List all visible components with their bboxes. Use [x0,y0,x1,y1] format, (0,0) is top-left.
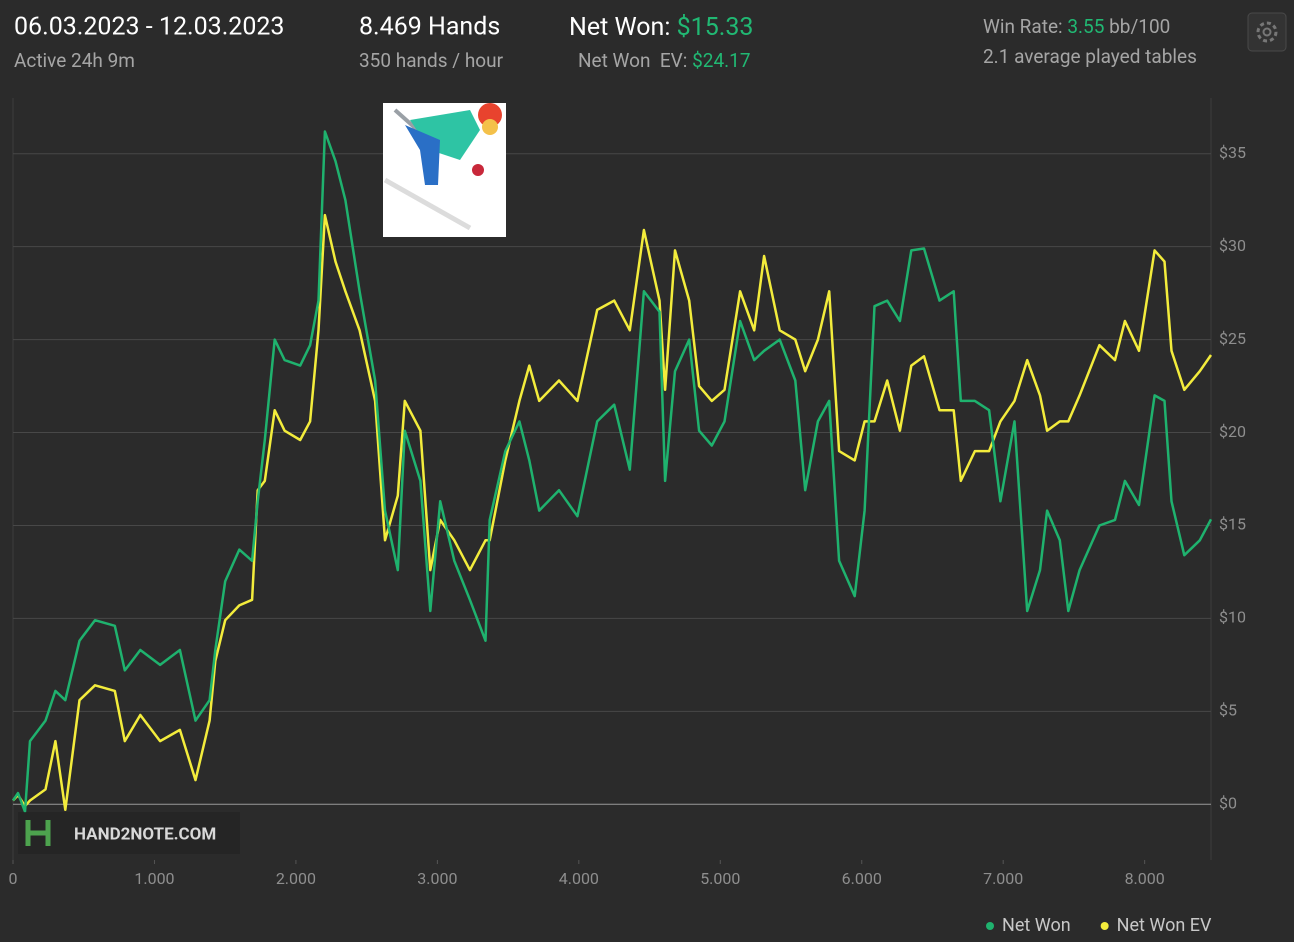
legend-marker [1100,922,1109,930]
lines [11,130,1213,813]
y-tick-label: $5 [1219,701,1237,720]
x-tick-label: 0 [9,869,18,888]
settings-frame[interactable] [1247,12,1287,52]
hands-per-hour: 350 hands / hour [359,49,504,72]
active-time: Active 24h 9m [14,49,135,72]
net-won-ev-value: $24.17 [692,49,750,72]
hands: 8.469 Hands [359,13,500,42]
x-tick-label: 5.000 [700,869,740,888]
tables: 2.1 average played tables [983,45,1197,68]
helmet [478,103,502,127]
settings-button[interactable] [1247,12,1287,52]
glove [472,164,484,176]
y-tick-label: $25 [1219,329,1246,348]
pants [405,125,440,185]
jacket [410,110,480,160]
x-tick-label: 7.000 [983,869,1023,888]
x-tick-label: 3.000 [417,869,457,888]
x-tick-label: 6.000 [842,869,882,888]
x-tick-label: 4.000 [559,869,599,888]
ski [383,177,472,231]
net-won-label: Net Won: [569,13,670,42]
watermark: HAND2NOTE.COM [18,812,240,854]
y-tick-label: $15 [1219,515,1246,534]
gear-hub[interactable] [1262,27,1272,37]
y-tick-label: $30 [1219,236,1246,255]
win-rate-unit: bb/100 [1109,15,1170,38]
net-won-value: $15.33 [677,13,754,42]
net-won: Net Won: $15.33 [569,13,753,42]
net-won-ev-label: Net Won EV: [578,49,687,72]
face [482,119,498,135]
y-tick-label: $10 [1219,608,1246,627]
legend: Net Won Net Won EV [986,915,1212,936]
watermark-logo [25,820,51,846]
skier-image [383,103,506,237]
watermark-text: HAND2NOTE.COM [74,824,216,844]
x-tick-label: 1.000 [134,869,174,888]
gear-teeth[interactable] [1256,21,1278,43]
legend-label: Net Won [1002,915,1071,936]
legend-marker [986,922,995,930]
y-tick-label: $20 [1219,422,1246,441]
axes: $0 $5 $10 $15 $20 $25 $30 $35 0 1.000 2.000 3.000 4.… [9,143,1246,888]
net-won-ev: Net Won EV: $24.17 [578,49,751,72]
series-line [12,213,1213,812]
date-range: 06.03.2023 - 12.03.2023 [14,13,284,42]
win-rate: Win Rate: 3.55 bb/100 [983,15,1170,38]
series-line [11,130,1213,813]
win-rate-value: 3.55 [1067,15,1104,38]
x-tick-label: 8.000 [1125,869,1165,888]
legend-label: Net Won EV [1117,915,1212,936]
grid [13,153,1211,805]
x-tick-label: 2.000 [276,869,316,888]
y-tick-label: $35 [1219,143,1246,162]
y-tick-label: $0 [1219,793,1237,812]
watermark-box [18,812,240,854]
win-rate-label: Win Rate: [983,15,1063,38]
